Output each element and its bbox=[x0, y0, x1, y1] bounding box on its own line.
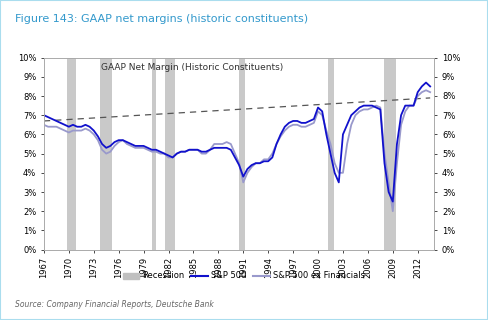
Text: GAAP Net Margin (Historic Constituents): GAAP Net Margin (Historic Constituents) bbox=[101, 63, 284, 72]
Legend: Recession, S&P 500, S&P 500 ex Financials: Recession, S&P 500, S&P 500 ex Financial… bbox=[119, 268, 369, 284]
Bar bbox=[384, 58, 396, 250]
Text: Source: Company Financial Reports, Deutsche Bank: Source: Company Financial Reports, Deuts… bbox=[15, 300, 213, 309]
Bar bbox=[239, 58, 245, 250]
Text: Figure 143: GAAP net margins (historic constituents): Figure 143: GAAP net margins (historic c… bbox=[15, 14, 308, 24]
Bar bbox=[152, 58, 156, 250]
Bar bbox=[328, 58, 334, 250]
Bar bbox=[100, 58, 112, 250]
Bar bbox=[165, 58, 175, 250]
Bar bbox=[67, 58, 76, 250]
